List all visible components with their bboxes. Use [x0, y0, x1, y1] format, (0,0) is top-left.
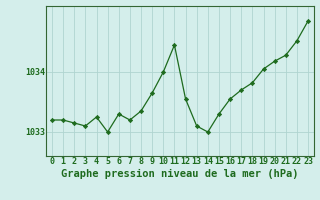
X-axis label: Graphe pression niveau de la mer (hPa): Graphe pression niveau de la mer (hPa) — [61, 169, 299, 179]
